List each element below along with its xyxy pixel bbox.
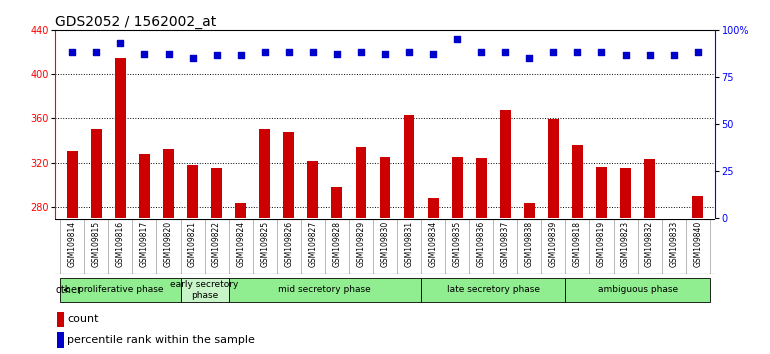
- Text: GSM109835: GSM109835: [453, 221, 462, 267]
- Point: [403, 49, 415, 55]
- Point: [451, 36, 464, 42]
- Bar: [331, 187, 343, 218]
- Bar: [187, 165, 198, 218]
- Text: GDS2052 / 1562002_at: GDS2052 / 1562002_at: [55, 15, 216, 29]
- Point: [644, 53, 656, 58]
- Bar: [57, 312, 65, 327]
- Point: [523, 55, 535, 61]
- Text: GSM109831: GSM109831: [404, 221, 413, 267]
- Point: [139, 52, 151, 57]
- Bar: [403, 115, 414, 218]
- Bar: [548, 120, 559, 218]
- Text: ambiguous phase: ambiguous phase: [598, 285, 678, 295]
- Point: [571, 49, 584, 55]
- Text: GSM109825: GSM109825: [260, 221, 269, 267]
- Text: GSM109837: GSM109837: [500, 221, 510, 267]
- Text: GSM109817: GSM109817: [140, 221, 149, 267]
- Point: [691, 49, 704, 55]
- Point: [331, 52, 343, 57]
- Text: late secretory phase: late secretory phase: [447, 285, 540, 295]
- Bar: [57, 332, 65, 348]
- FancyBboxPatch shape: [60, 278, 180, 302]
- Point: [162, 52, 175, 57]
- Text: GSM109824: GSM109824: [236, 221, 245, 267]
- FancyBboxPatch shape: [180, 278, 229, 302]
- Point: [283, 49, 295, 55]
- Text: GSM109838: GSM109838: [525, 221, 534, 267]
- Bar: [307, 161, 318, 218]
- Bar: [572, 145, 583, 218]
- Bar: [139, 154, 150, 218]
- Text: GSM109814: GSM109814: [68, 221, 77, 267]
- Text: count: count: [67, 314, 99, 325]
- Text: proliferative phase: proliferative phase: [78, 285, 163, 295]
- Text: percentile rank within the sample: percentile rank within the sample: [67, 335, 255, 345]
- Point: [259, 49, 271, 55]
- Point: [619, 53, 631, 58]
- Text: GSM109816: GSM109816: [116, 221, 125, 267]
- Point: [186, 55, 199, 61]
- Text: GSM109822: GSM109822: [212, 221, 221, 267]
- FancyBboxPatch shape: [565, 278, 710, 302]
- Bar: [692, 196, 703, 218]
- Bar: [115, 58, 126, 218]
- Text: early secretory
phase: early secretory phase: [170, 280, 239, 299]
- Point: [235, 53, 247, 58]
- Point: [210, 53, 223, 58]
- Point: [499, 49, 511, 55]
- Point: [90, 49, 102, 55]
- Bar: [259, 130, 270, 218]
- Point: [379, 52, 391, 57]
- Text: GSM109828: GSM109828: [333, 221, 341, 267]
- Text: GSM109821: GSM109821: [188, 221, 197, 267]
- Bar: [163, 149, 174, 218]
- Text: GSM109839: GSM109839: [549, 221, 558, 267]
- Bar: [283, 132, 294, 218]
- Text: GSM109815: GSM109815: [92, 221, 101, 267]
- Bar: [67, 152, 78, 218]
- Text: GSM109836: GSM109836: [477, 221, 486, 267]
- Bar: [524, 203, 534, 218]
- Point: [475, 49, 487, 55]
- Bar: [91, 130, 102, 218]
- Bar: [356, 147, 367, 218]
- Point: [66, 49, 79, 55]
- Bar: [596, 167, 607, 218]
- Text: mid secretory phase: mid secretory phase: [279, 285, 371, 295]
- Text: GSM109820: GSM109820: [164, 221, 173, 267]
- Text: GSM109834: GSM109834: [429, 221, 437, 267]
- Bar: [236, 203, 246, 218]
- Bar: [427, 198, 439, 218]
- Text: GSM109830: GSM109830: [380, 221, 390, 267]
- Text: GSM109829: GSM109829: [357, 221, 366, 267]
- Bar: [644, 159, 655, 218]
- Bar: [500, 109, 511, 218]
- Text: GSM109818: GSM109818: [573, 221, 582, 267]
- Bar: [380, 157, 390, 218]
- Bar: [620, 168, 631, 218]
- Point: [668, 53, 680, 58]
- Text: GSM109832: GSM109832: [645, 221, 654, 267]
- Text: GSM109827: GSM109827: [308, 221, 317, 267]
- Point: [547, 49, 560, 55]
- FancyBboxPatch shape: [421, 278, 565, 302]
- Point: [114, 40, 126, 46]
- Bar: [211, 168, 222, 218]
- Text: GSM109819: GSM109819: [597, 221, 606, 267]
- Point: [306, 49, 319, 55]
- Text: GSM109840: GSM109840: [693, 221, 702, 267]
- Text: other: other: [56, 285, 82, 295]
- Bar: [452, 157, 463, 218]
- Point: [427, 52, 439, 57]
- Text: GSM109826: GSM109826: [284, 221, 293, 267]
- Bar: [476, 158, 487, 218]
- Bar: [668, 218, 679, 231]
- Text: GSM109833: GSM109833: [669, 221, 678, 267]
- FancyBboxPatch shape: [229, 278, 421, 302]
- Text: GSM109823: GSM109823: [621, 221, 630, 267]
- Point: [595, 49, 608, 55]
- Point: [355, 49, 367, 55]
